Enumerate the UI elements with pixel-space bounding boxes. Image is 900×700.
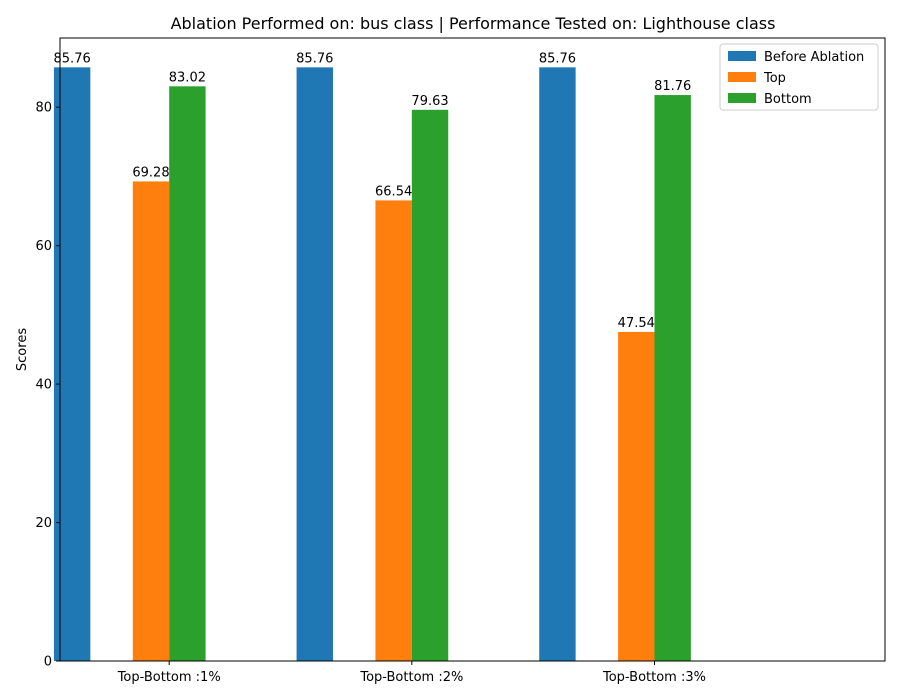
legend-box — [719, 43, 879, 111]
bar-value-label: 85.76 — [539, 51, 576, 66]
bar-bottom-2 — [411, 109, 449, 661]
legend-entry-label: Bottom — [764, 92, 812, 107]
legend: Before Ablation Top Bottom — [719, 43, 879, 111]
bar-value-label: 66.54 — [375, 184, 412, 199]
bar-before-ablation-2 — [296, 67, 333, 661]
y-tick-label: 80 — [35, 101, 52, 116]
y-axis-label: Scores — [15, 328, 30, 371]
x-axis: Top-Bottom :1% Top-Bottom :2% Top-Bottom :… — [117, 661, 706, 685]
legend-swatch — [728, 93, 756, 103]
bar-bottom-3 — [654, 95, 691, 661]
plot-frame — [59, 37, 886, 662]
bar-value-label: 83.02 — [169, 70, 206, 85]
y-tick-label: 0 — [44, 655, 52, 670]
bar-value-label: 47.54 — [618, 316, 655, 331]
legend-entry-label: Before Ablation — [764, 50, 864, 65]
y-tick-label: 20 — [35, 516, 52, 531]
y-tick-label: 40 — [35, 378, 52, 393]
bar-value-label: 79.63 — [411, 94, 448, 109]
x-tick-label: Top-Bottom :3% — [602, 670, 706, 685]
bar-labels-group: 85.76 85.76 85.76 69.28 66.54 47.54 83.02 79.63… — [54, 51, 692, 331]
bar-value-label: 85.76 — [296, 51, 333, 66]
y-axis: 0 20 40 60 80 — [35, 101, 60, 670]
bar-top-3 — [618, 331, 655, 661]
legend-entry-label: Top — [763, 71, 786, 86]
bar-top-1 — [132, 181, 170, 661]
bar-bottom-1 — [169, 86, 206, 661]
x-tick-label: Top-Bottom :1% — [117, 670, 221, 685]
legend-swatch — [728, 72, 756, 82]
legend-swatch — [728, 51, 756, 61]
y-tick-label: 60 — [35, 239, 52, 254]
bar-value-label: 81.76 — [654, 79, 691, 94]
x-tick-label: Top-Bottom :2% — [359, 670, 463, 685]
chart-title: Ablation Performed on: bus class | Perfo… — [171, 14, 776, 33]
bar-before-ablation-1 — [53, 67, 91, 661]
bar-value-label: 85.76 — [54, 51, 91, 66]
bar-before-ablation-3 — [539, 67, 576, 661]
bar-value-label: 69.28 — [132, 165, 169, 180]
bar-top-2 — [375, 200, 412, 662]
bars-group — [53, 67, 691, 662]
